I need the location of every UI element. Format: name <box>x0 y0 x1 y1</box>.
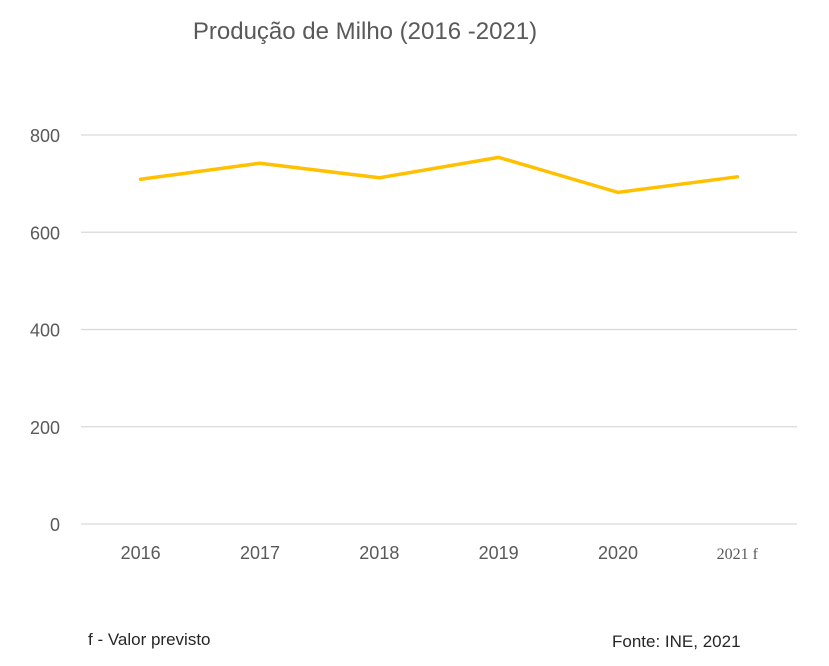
data-point <box>497 155 501 159</box>
x-tick-label: 2020 <box>598 543 638 563</box>
y-tick-label: 200 <box>30 418 60 438</box>
data-point <box>139 177 143 181</box>
series-line <box>138 155 740 195</box>
y-tick-label: 600 <box>30 223 60 243</box>
y-tick-label: 400 <box>30 321 60 341</box>
footnote: f - Valor previsto <box>88 630 211 649</box>
x-tick-label: 2017 <box>240 543 280 563</box>
x-tick-label: 2018 <box>359 543 399 563</box>
x-tick-label: 2021 f <box>717 546 759 563</box>
x-tick-label: 2016 <box>121 543 161 563</box>
chart-title: Produção de Milho (2016 -2021) <box>192 18 538 45</box>
data-point <box>377 176 381 180</box>
x-tick-label: 2019 <box>479 543 519 563</box>
source-note: Fonte: INE, 2021 <box>612 632 741 651</box>
y-tick-label: 800 <box>30 126 60 146</box>
data-point <box>258 161 262 165</box>
y-tick-label: 0 <box>50 515 60 535</box>
data-point <box>735 175 739 179</box>
data-point <box>616 190 620 194</box>
